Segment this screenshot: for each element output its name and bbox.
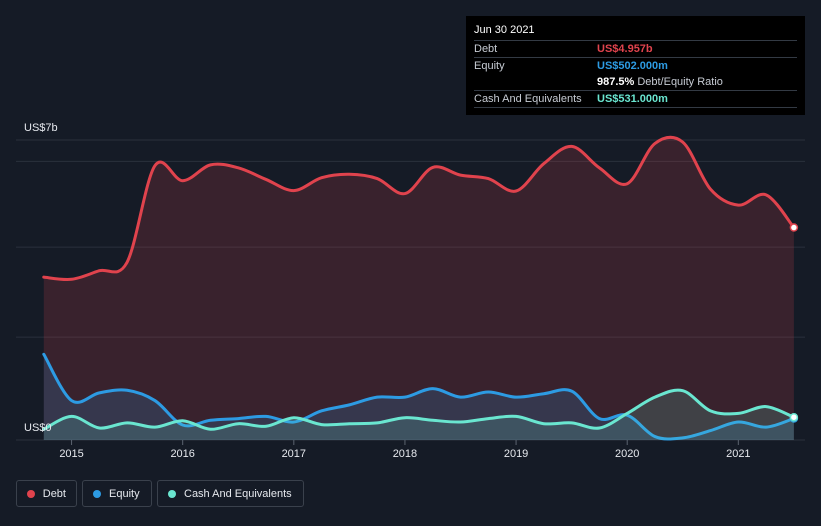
tooltip-date: Jun 30 2021 xyxy=(474,23,797,41)
legend-item-equity[interactable]: Equity xyxy=(82,480,152,507)
x-tick-label: 2016 xyxy=(170,448,194,460)
legend-equity-dot-icon xyxy=(93,489,101,498)
data-tooltip: Jun 30 2021 Debt US$4.957b Equity US$502… xyxy=(466,16,805,115)
y-axis-bottom-label: US$0 xyxy=(24,422,52,434)
debt-area xyxy=(43,137,794,440)
tooltip-row-equity: Equity US$502.000m xyxy=(474,58,797,74)
legend-debt-label: Debt xyxy=(42,487,66,500)
tooltip-ratio-value: 987.5% xyxy=(597,76,635,88)
y-axis-top-label: US$7b xyxy=(24,122,58,134)
tooltip-cash-value: US$531.000m xyxy=(597,93,668,105)
x-tick-label: 2018 xyxy=(393,448,417,460)
x-tick-label: 2015 xyxy=(59,448,83,460)
legend-equity-label: Equity xyxy=(109,487,140,500)
tooltip-ratio-label: Debt/Equity Ratio xyxy=(637,76,723,88)
cash-and-equivalents-endpoint-marker xyxy=(789,412,799,422)
x-tick-label: 2017 xyxy=(282,448,306,460)
x-tick-label: 2021 xyxy=(726,448,750,460)
legend-debt-dot-icon xyxy=(27,489,35,498)
chart-series-layer xyxy=(42,135,799,441)
tooltip-cash-label: Cash And Equivalents xyxy=(474,93,582,105)
tooltip-row-debt: Debt US$4.957b xyxy=(474,41,797,58)
tooltip-debt-label: Debt xyxy=(474,43,498,55)
tooltip-equity-value: US$502.000m xyxy=(597,60,668,72)
tooltip-debt-value: US$4.957b xyxy=(597,43,653,55)
legend-cash-label: Cash And Equivalents xyxy=(184,487,292,500)
x-axis-ticks: 2015 2016 2017 2018 2019 2020 2021 xyxy=(59,440,751,460)
tooltip-equity-label: Equity xyxy=(474,60,505,72)
legend-cash-dot-icon xyxy=(168,489,176,498)
legend-item-debt[interactable]: Debt xyxy=(16,480,77,507)
cash-and-equivalents-line xyxy=(42,388,796,431)
equity-area xyxy=(43,354,794,440)
legend-item-cash[interactable]: Cash And Equivalents xyxy=(157,480,304,507)
debt-endpoint-marker xyxy=(789,223,799,232)
x-tick-label: 2019 xyxy=(504,448,528,460)
tooltip-row-cash: Cash And Equivalents US$531.000m xyxy=(474,91,797,108)
chart-gridlines xyxy=(16,139,805,441)
tooltip-row-ratio: 987.5% Debt/Equity Ratio xyxy=(474,74,797,91)
debt-line xyxy=(42,135,796,282)
x-tick-label: 2020 xyxy=(615,448,639,460)
cash-and-equivalents-area xyxy=(43,390,794,440)
equity-line xyxy=(42,352,796,441)
